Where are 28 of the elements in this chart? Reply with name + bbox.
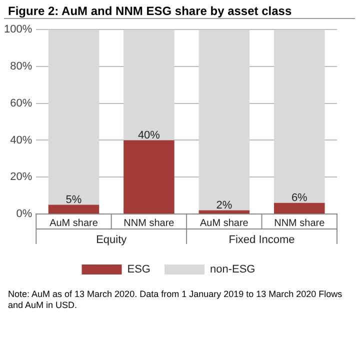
y-tick-label: 0% — [16, 208, 32, 220]
data-label: 6% — [291, 192, 308, 204]
bar — [274, 30, 325, 203]
text: Note: AuM as of 13 March 2020. Data from 1 January 2019 to 13 March 2020 Flows and AuM in USD. — [7, 288, 344, 312]
bar — [124, 140, 174, 214]
bar — [198, 30, 250, 210]
bar — [198, 210, 250, 214]
x-tick-label: NNM share — [124, 218, 175, 229]
text: Fixed Income — [228, 234, 295, 246]
x-tick-label: NNM share — [274, 218, 326, 229]
y-tick-label: 20% — [10, 171, 32, 184]
y-tick-label: 40% — [10, 134, 32, 146]
bar — [48, 30, 100, 205]
y-tick-label: 80% — [10, 60, 32, 73]
chart-title: Figure 2: AuM and NNM ESG share by asset class — [4, 0, 355, 19]
bar — [48, 204, 100, 214]
y-tick-label: 60% — [10, 97, 32, 110]
x-tick-label: AuM share — [50, 218, 98, 229]
legend-label: ESG — [127, 264, 150, 276]
data-label: 2% — [216, 199, 232, 212]
bar — [274, 202, 325, 214]
data-label: 5% — [66, 194, 82, 206]
bar — [124, 30, 174, 140]
y-tick-label: 100% — [4, 24, 32, 36]
data-label: 40% — [138, 129, 160, 142]
text: Equity — [96, 234, 128, 246]
legend-label: non-ESG — [210, 264, 256, 276]
x-tick-label: AuM share — [200, 218, 249, 229]
